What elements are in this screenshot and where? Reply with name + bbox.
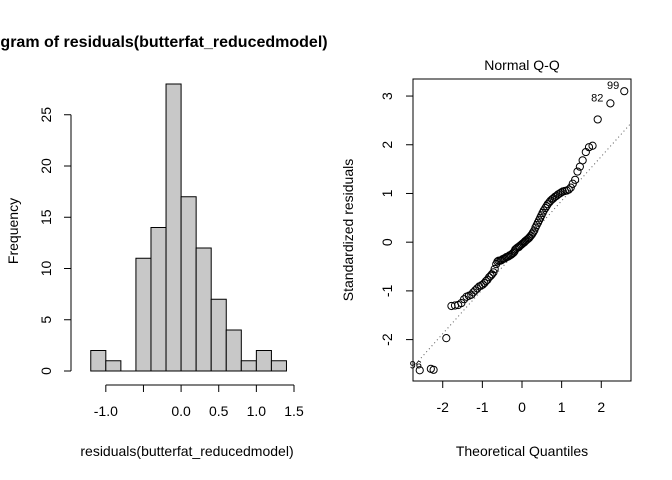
qq-point (571, 175, 580, 184)
qq-point (429, 365, 438, 374)
histogram-y-tick-label: 15 (38, 209, 54, 225)
qq-point (557, 188, 566, 197)
qq-y-tick-label: 1 (379, 189, 395, 197)
qq-point (489, 268, 498, 277)
histogram-bar (105, 360, 122, 372)
qq-x-label: Theoretical Quantiles (456, 443, 588, 459)
qq-points (415, 87, 629, 375)
qq-y-tick-label: -1 (379, 284, 395, 297)
qq-point-label: 82 (591, 92, 603, 104)
qq-reference-line (412, 122, 632, 368)
qq-point (593, 115, 602, 124)
histogram-bar (255, 350, 272, 372)
histogram-y-tick-label: 20 (38, 158, 54, 174)
qq-point (584, 143, 594, 152)
histogram-bar (210, 298, 227, 372)
qq-x-tick-label: 2 (597, 399, 605, 415)
qq-x-tick-label: -2 (437, 399, 450, 415)
qq-plot-panel: Normal Q-Q 99 82 96 -2 -1 0 1 2 -2 -1 0 1 2 3 Theor… (340, 57, 632, 459)
histogram-x-tick-label: 1.0 (247, 403, 267, 419)
histogram-bar (240, 360, 257, 372)
qq-y-tick-label: -2 (379, 333, 395, 346)
histogram-bars (90, 83, 287, 372)
qq-point (578, 156, 587, 165)
histogram-y-tick-label: 5 (38, 316, 54, 324)
histogram-x-tick-label: 0.0 (171, 403, 191, 419)
histogram-y-tick-label: 0 (38, 367, 54, 375)
histogram-bar (135, 257, 152, 372)
histogram-title: Histogram of residuals(butterfat_reduced… (0, 34, 328, 51)
qq-point-label: 96 (410, 359, 422, 371)
qq-point (566, 183, 575, 192)
qq-point (471, 286, 480, 295)
qq-y-tick-label: 2 (379, 141, 395, 149)
histogram-x-label: residuals(butterfat_reducedmodel) (80, 443, 293, 459)
qq-point (564, 185, 573, 194)
qq-point (620, 87, 629, 96)
qq-x-tick-label: 1 (558, 399, 566, 415)
qq-point (539, 206, 548, 215)
histogram-bar (270, 360, 287, 372)
qq-point (588, 141, 597, 150)
qq-point-label: 99 (607, 80, 619, 92)
histogram-y-axis: 0 5 10 15 20 25 (38, 107, 72, 375)
histogram-panel: Histogram of residuals(butterfat_reduced… (0, 34, 328, 459)
qq-plot-title: Normal Q-Q (484, 57, 560, 73)
histogram-x-tick-label: 1.5 (284, 403, 304, 419)
qq-x-axis: -2 -1 0 1 2 (437, 381, 605, 415)
histogram-x-tick-label: 0.5 (209, 403, 229, 419)
histogram-bar (90, 350, 107, 372)
qq-point (442, 334, 451, 343)
histogram-x-tick-label: -1.0 (94, 403, 118, 419)
qq-x-tick-label: -1 (476, 399, 489, 415)
qq-y-tick-label: 0 (379, 238, 395, 246)
qq-y-axis: -2 -1 0 1 2 3 (379, 92, 413, 346)
histogram-bar (195, 247, 212, 372)
qq-x-tick-label: 0 (518, 399, 526, 415)
histogram-bar (165, 83, 182, 372)
qq-y-label: Standardized residuals (340, 159, 356, 301)
histogram-bar (150, 227, 167, 372)
qq-y-tick-label: 3 (379, 92, 395, 100)
histogram-y-tick-label: 25 (38, 107, 54, 123)
qq-point (485, 273, 494, 282)
histogram-x-axis: -1.0 0.0 0.5 1.0 1.5 (94, 384, 304, 419)
histogram-bar (225, 329, 242, 372)
qq-point (606, 99, 615, 108)
histogram-bar (180, 196, 197, 372)
histogram-y-tick-label: 10 (38, 261, 54, 277)
qq-point (490, 264, 499, 274)
qq-annotations: 99 82 96 (410, 80, 620, 371)
qq-point (573, 167, 582, 176)
qq-point (415, 366, 424, 375)
qq-point (528, 228, 538, 237)
histogram-y-label: Frequency (5, 198, 21, 264)
qq-plot-frame (412, 78, 632, 382)
